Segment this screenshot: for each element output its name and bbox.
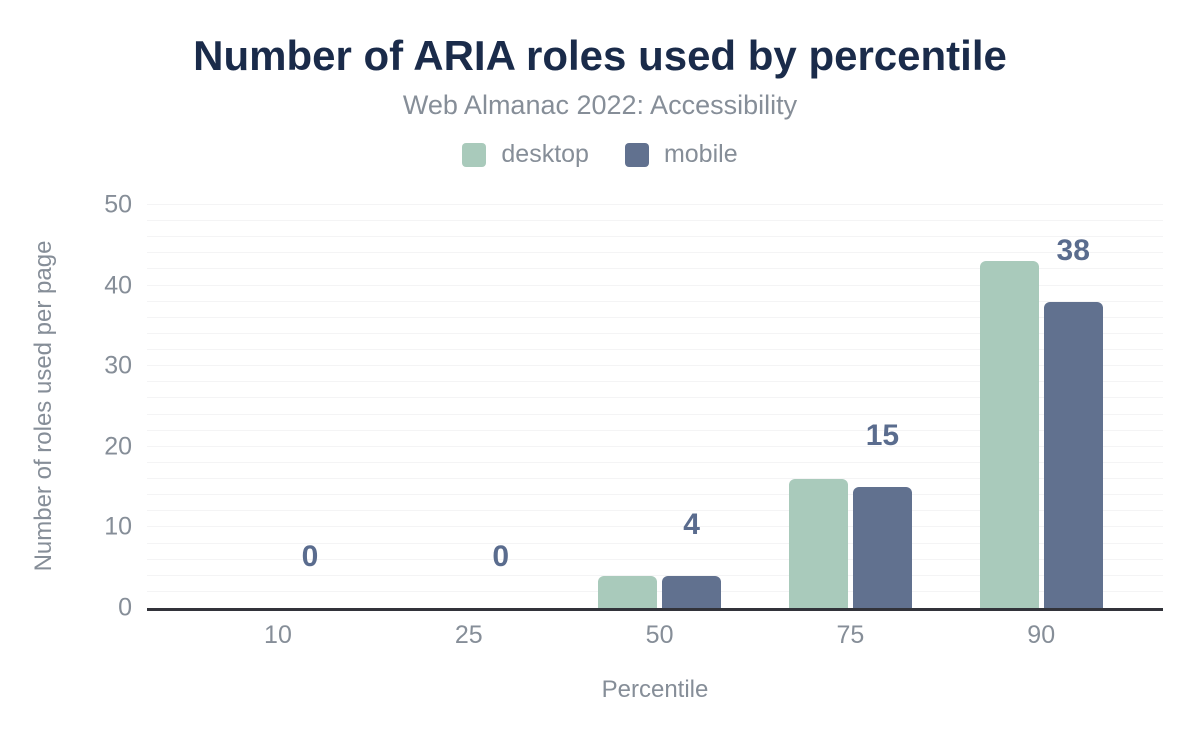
gridline [147, 542, 1163, 544]
x-axis-title: Percentile [601, 676, 709, 703]
gridline [147, 429, 1163, 431]
bar-desktop-p75 [788, 479, 848, 608]
bar-value-label-p90: 38 [1056, 233, 1090, 267]
gridline [147, 220, 1163, 222]
category-slot-p50: 4 [564, 205, 755, 608]
gridline [147, 478, 1163, 480]
y-tick-0: 0 [118, 593, 132, 622]
x-axis-ticks: 10 25 50 75 90 [147, 621, 1163, 650]
category-slot-p10: 0 [183, 205, 374, 608]
gridline [147, 461, 1163, 463]
bar-value-label-p25: 0 [492, 540, 510, 573]
gridline [147, 558, 1163, 560]
y-tick-10: 10 [104, 512, 132, 541]
gridline [147, 445, 1163, 447]
bar-mobile-p90 [1043, 301, 1103, 608]
y-tick-20: 20 [104, 432, 132, 461]
y-axis-ticks: 0 10 20 30 40 50 [0, 192, 132, 620]
gridline [147, 204, 1163, 205]
gridline [147, 300, 1163, 302]
bar-col-mobile-p50: 4 [662, 205, 722, 608]
gridline [147, 316, 1163, 318]
y-tick-30: 30 [104, 351, 132, 380]
bar-col-mobile-p75: 15 [852, 205, 912, 608]
bar-mobile-p50 [662, 575, 722, 608]
legend-swatch-desktop [462, 142, 487, 167]
bar-value-label-p75: 15 [865, 419, 900, 453]
bar-desktop-p90 [979, 261, 1039, 608]
legend: desktop mobile [0, 140, 1200, 169]
bar-mobile-p75 [852, 487, 912, 608]
category-slot-p90: 38 [946, 205, 1137, 608]
gridline [147, 510, 1163, 512]
chart-subtitle: Web Almanac 2022: Accessibility [402, 90, 798, 120]
category-slot-p25: 0 [373, 205, 564, 608]
bars-container: 0 0 4 15 38 [183, 205, 1137, 608]
legend-swatch-mobile [624, 142, 649, 167]
y-tick-50: 50 [104, 190, 132, 219]
gridline [147, 526, 1163, 528]
legend-item-mobile[interactable]: mobile [624, 140, 738, 169]
legend-label-mobile: mobile [663, 140, 738, 168]
chart-title: Number of ARIA roles used by percentile [193, 32, 1007, 79]
plot-area: 0 0 4 15 38 [147, 204, 1163, 611]
x-tick-10: 10 [264, 621, 292, 649]
category-slot-p75: 15 [755, 205, 946, 608]
gridline [147, 284, 1163, 286]
bar-value-label-p10: 0 [301, 540, 319, 573]
bar-col-mobile-p10: 0 [280, 205, 339, 608]
legend-item-desktop[interactable]: desktop [462, 140, 589, 169]
gridline [147, 252, 1163, 254]
gridline [147, 494, 1163, 496]
gridline [147, 332, 1163, 334]
bar-desktop-p50 [598, 575, 658, 608]
x-tick-90: 90 [1027, 621, 1056, 649]
gridline [147, 268, 1163, 270]
bar-col-mobile-p90: 38 [1043, 205, 1103, 608]
x-tick-50: 50 [645, 621, 674, 649]
y-tick-40: 40 [104, 271, 132, 300]
bar-col-desktop-p25 [407, 205, 466, 608]
bar-col-desktop-p75 [788, 205, 848, 608]
bar-col-mobile-p25: 0 [471, 205, 530, 608]
x-tick-75: 75 [836, 621, 865, 649]
bar-col-desktop-p10 [216, 205, 275, 608]
gridline [147, 381, 1163, 383]
x-tick-25: 25 [454, 621, 483, 649]
bar-col-desktop-p50 [598, 205, 658, 608]
legend-label-desktop: desktop [501, 140, 589, 168]
gridline [147, 236, 1163, 238]
gridline [147, 349, 1163, 351]
gridline [147, 365, 1163, 367]
gridline [147, 574, 1163, 576]
bar-col-desktop-p90 [979, 205, 1039, 608]
gridline [147, 413, 1163, 415]
gridline [147, 397, 1163, 399]
bar-value-label-p50: 4 [683, 507, 700, 541]
